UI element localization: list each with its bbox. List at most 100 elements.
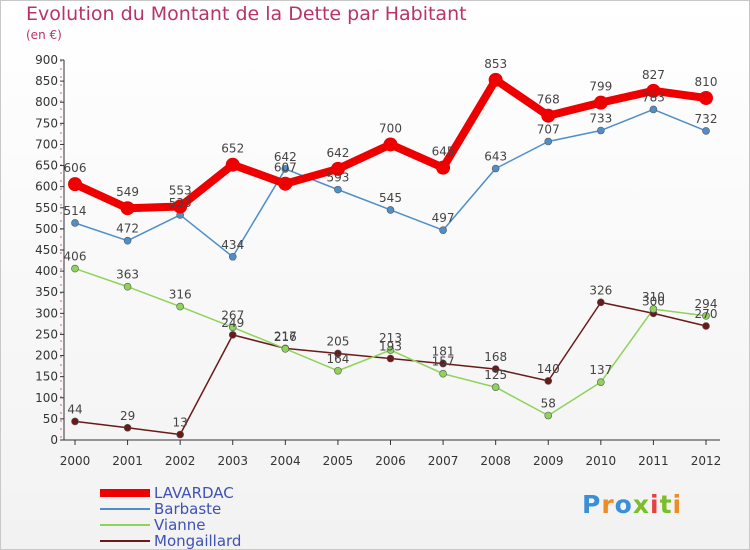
data-label-barbaste: 434 bbox=[221, 238, 244, 252]
data-point-vianne bbox=[123, 282, 132, 291]
series-labels: 44 29 13 249 217 205 193 181 168 140 326 300 270 406 3… bbox=[64, 57, 718, 430]
data-point-mongaillard bbox=[71, 417, 79, 426]
data-point-mongaillard bbox=[544, 377, 553, 385]
data-point-barbaste bbox=[334, 185, 342, 194]
y-tick-label: 600 bbox=[35, 180, 58, 194]
data-label-barbaste: 514 bbox=[64, 204, 87, 218]
data-point-lavardac bbox=[68, 177, 82, 192]
data-label-lavardac: 645 bbox=[432, 145, 455, 159]
data-label-lavardac: 799 bbox=[589, 80, 612, 94]
logo-letter: x bbox=[632, 490, 650, 519]
data-point-vianne bbox=[176, 302, 184, 311]
data-label-vianne: 125 bbox=[484, 368, 507, 382]
data-point-barbaste bbox=[71, 219, 79, 227]
data-label-barbaste: 593 bbox=[326, 171, 349, 185]
data-point-vianne bbox=[491, 383, 500, 392]
data-label-lavardac: 642 bbox=[326, 146, 349, 160]
data-label-lavardac: 549 bbox=[116, 185, 139, 199]
data-point-lavardac bbox=[541, 108, 556, 123]
logo-letter: r bbox=[601, 490, 615, 519]
x-tick-label: 2001 bbox=[112, 454, 143, 468]
logo-letter: P bbox=[582, 490, 602, 519]
data-point-vianne bbox=[386, 346, 395, 354]
x-tick-label: 2005 bbox=[323, 454, 354, 468]
x-tick-label: 2012 bbox=[691, 454, 722, 468]
x-tick-label: 2004 bbox=[270, 454, 301, 468]
data-point-vianne bbox=[71, 264, 79, 273]
data-label-mongaillard: 217 bbox=[274, 329, 297, 343]
data-point-vianne bbox=[228, 323, 237, 332]
chart-subtitle: (en €) bbox=[26, 28, 62, 42]
legend-label: LAVARDAC bbox=[154, 484, 234, 502]
y-tick-label: 100 bbox=[35, 391, 58, 405]
x-tick-label: 2006 bbox=[375, 454, 406, 468]
data-label-vianne: 316 bbox=[169, 288, 192, 302]
data-label-vianne: 58 bbox=[541, 397, 556, 411]
data-label-vianne: 137 bbox=[589, 363, 612, 377]
data-point-lavardac bbox=[225, 157, 240, 172]
data-label-mongaillard: 168 bbox=[484, 350, 507, 364]
data-point-barbaste bbox=[491, 164, 500, 173]
proxiti-logo: Proxiti bbox=[582, 490, 682, 519]
data-point-vianne bbox=[544, 411, 553, 420]
data-point-lavardac bbox=[120, 201, 135, 216]
data-point-mongaillard bbox=[597, 298, 605, 307]
data-label-lavardac: 768 bbox=[537, 93, 560, 107]
data-label-lavardac: 810 bbox=[695, 75, 718, 89]
data-point-mongaillard bbox=[228, 331, 237, 339]
x-tick-label: 2011 bbox=[638, 454, 669, 468]
logo-letter: o bbox=[614, 490, 633, 519]
y-tick-label: 900 bbox=[35, 53, 58, 67]
data-label-mongaillard: 13 bbox=[173, 416, 188, 430]
logo-letter: i bbox=[672, 490, 683, 519]
data-label-vianne: 267 bbox=[221, 308, 244, 322]
y-tick-label: 0 bbox=[50, 433, 58, 447]
data-point-vianne bbox=[702, 312, 710, 320]
data-label-lavardac: 606 bbox=[64, 161, 87, 175]
y-tick-label: 350 bbox=[35, 285, 58, 299]
data-label-mongaillard: 249 bbox=[221, 316, 244, 330]
data-label-barbaste: 733 bbox=[589, 112, 612, 126]
data-label-lavardac: 607 bbox=[274, 161, 297, 175]
data-label-mongaillard: 205 bbox=[326, 334, 349, 348]
data-point-mongaillard bbox=[386, 354, 395, 363]
data-point-barbaste bbox=[544, 137, 553, 146]
data-point-barbaste bbox=[281, 165, 290, 173]
data-point-barbaste bbox=[228, 252, 237, 261]
data-label-mongaillard: 44 bbox=[67, 402, 82, 416]
y-tick-label: 400 bbox=[35, 264, 58, 278]
data-label-vianne: 310 bbox=[642, 290, 665, 304]
data-label-mongaillard: 181 bbox=[432, 345, 455, 359]
data-label-barbaste: 533 bbox=[169, 196, 192, 210]
data-label-barbaste: 783 bbox=[642, 90, 665, 104]
y-tick-label: 650 bbox=[35, 159, 58, 173]
logo-letter: t bbox=[659, 490, 673, 519]
data-point-mongaillard bbox=[334, 349, 342, 358]
legend-item: Mongaillard bbox=[100, 533, 241, 549]
data-label-vianne: 216 bbox=[274, 330, 297, 344]
data-label-lavardac: 652 bbox=[221, 142, 244, 156]
legend-label: Barbaste bbox=[154, 500, 222, 518]
data-point-lavardac bbox=[699, 91, 713, 105]
x-tick-label: 2010 bbox=[586, 454, 617, 468]
data-label-barbaste: 642 bbox=[274, 150, 297, 164]
y-tick-label: 300 bbox=[35, 306, 58, 320]
data-point-lavardac bbox=[436, 160, 451, 175]
y-tick-label: 150 bbox=[35, 370, 58, 384]
y-tick-label: 50 bbox=[43, 412, 58, 426]
legend-swatch bbox=[100, 540, 150, 542]
x-tick-label: 2008 bbox=[480, 454, 511, 468]
y-tick-label: 550 bbox=[35, 201, 58, 215]
x-tick-label: 2003 bbox=[217, 454, 248, 468]
data-label-barbaste: 707 bbox=[537, 122, 560, 136]
data-point-lavardac bbox=[646, 83, 661, 98]
data-label-vianne: 157 bbox=[432, 355, 455, 369]
data-point-vianne bbox=[281, 344, 290, 353]
legend-swatch bbox=[100, 489, 150, 497]
data-point-vianne bbox=[649, 305, 658, 313]
data-point-barbaste bbox=[702, 127, 710, 135]
data-label-mongaillard: 300 bbox=[642, 294, 665, 308]
chart-axes: 0 50 100 150 200 250 300 350 400 450 500 550 600 650 7… bbox=[35, 53, 721, 468]
x-tick-label: 2007 bbox=[428, 454, 459, 468]
